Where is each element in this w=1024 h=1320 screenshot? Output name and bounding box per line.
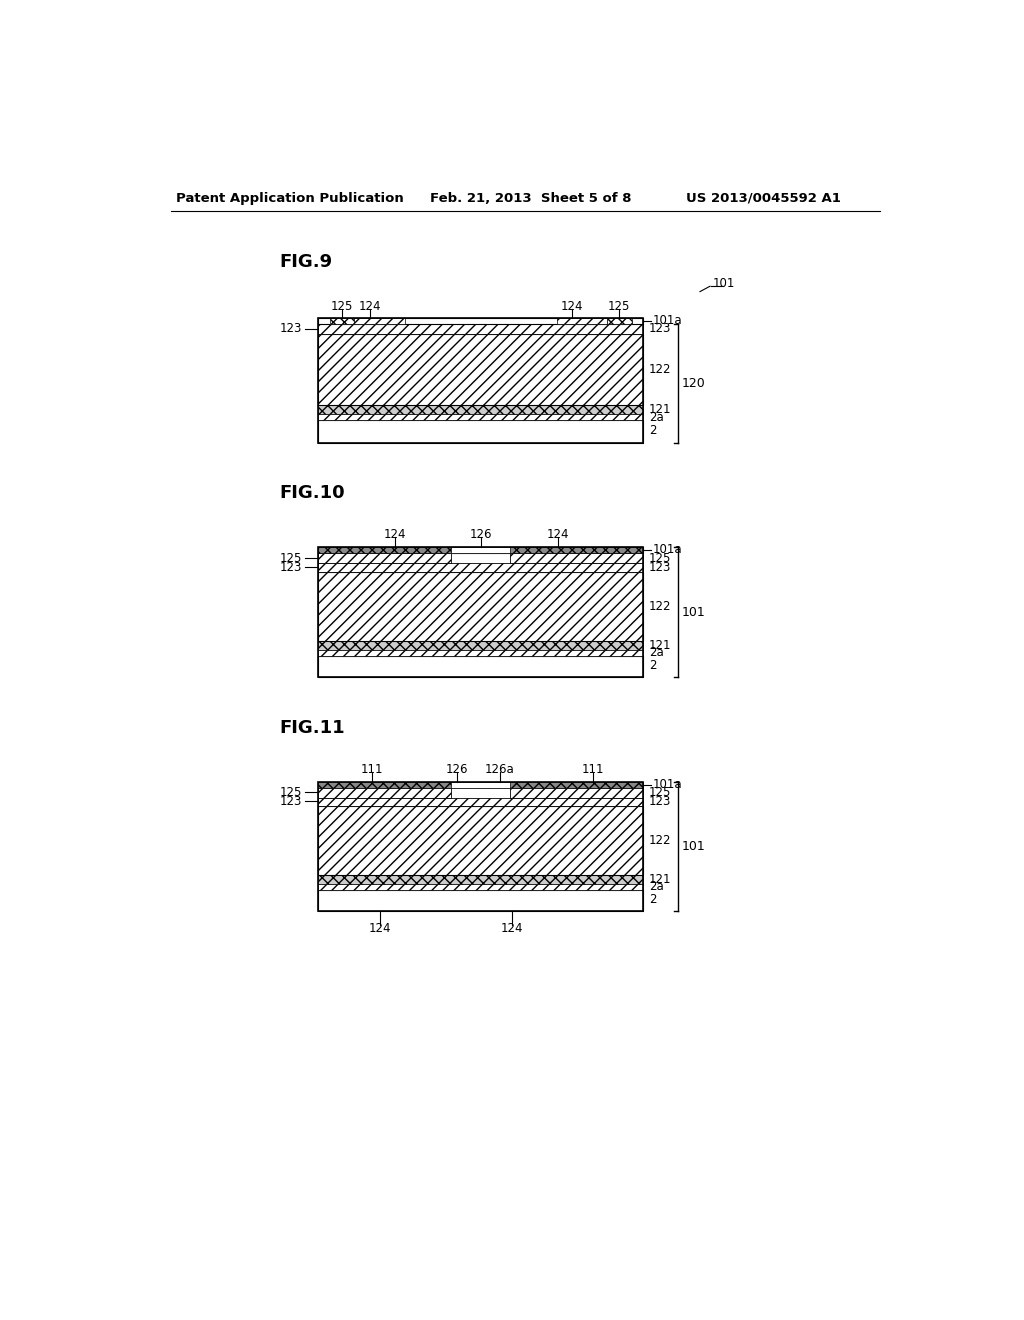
Bar <box>330 318 354 323</box>
Text: 125: 125 <box>280 785 302 799</box>
Bar <box>452 548 510 553</box>
Text: Patent Application Publication: Patent Application Publication <box>176 191 403 205</box>
Bar <box>317 334 643 405</box>
Text: 125: 125 <box>608 300 631 313</box>
Bar <box>452 781 510 788</box>
Text: 101a: 101a <box>652 777 682 791</box>
Text: 121: 121 <box>649 403 672 416</box>
Text: 101: 101 <box>682 606 706 619</box>
Text: 101: 101 <box>713 277 735 289</box>
Text: 2: 2 <box>649 425 656 437</box>
Text: 123: 123 <box>649 322 671 335</box>
Text: FIG.11: FIG.11 <box>280 719 345 737</box>
Text: 2a: 2a <box>649 647 664 659</box>
Bar <box>510 553 643 564</box>
Bar <box>317 414 643 420</box>
Text: 125: 125 <box>280 552 302 565</box>
Bar <box>317 318 643 444</box>
Text: 121: 121 <box>649 639 672 652</box>
Bar <box>317 548 643 553</box>
Text: 2: 2 <box>649 894 656 907</box>
Bar <box>354 318 404 323</box>
Bar <box>317 884 643 890</box>
Text: 123: 123 <box>280 322 302 335</box>
Text: 125: 125 <box>649 552 671 565</box>
Bar <box>317 564 643 572</box>
Text: 123: 123 <box>280 561 302 574</box>
Text: 126: 126 <box>469 528 492 541</box>
Text: 126: 126 <box>446 763 469 776</box>
Bar <box>317 781 643 911</box>
Text: 123: 123 <box>649 795 671 808</box>
Text: FIG.10: FIG.10 <box>280 484 345 503</box>
Text: 125: 125 <box>649 785 671 799</box>
Text: 101a: 101a <box>652 314 682 326</box>
Text: 101: 101 <box>682 841 706 853</box>
Text: 124: 124 <box>547 528 569 541</box>
Text: 124: 124 <box>369 921 391 935</box>
Bar <box>317 553 452 564</box>
Text: 125: 125 <box>331 300 353 313</box>
Text: 123: 123 <box>649 561 671 574</box>
Text: 2a: 2a <box>649 411 664 424</box>
Bar <box>317 890 643 911</box>
Text: 123: 123 <box>280 795 302 808</box>
Bar <box>317 405 643 414</box>
Bar <box>317 781 643 788</box>
Bar <box>317 807 643 875</box>
Text: 124: 124 <box>561 300 584 313</box>
Text: FIG.9: FIG.9 <box>280 253 332 272</box>
Bar <box>317 323 643 334</box>
Bar <box>317 656 643 677</box>
Text: 122: 122 <box>649 363 672 376</box>
Text: US 2013/0045592 A1: US 2013/0045592 A1 <box>686 191 841 205</box>
Text: 2a: 2a <box>649 880 664 894</box>
Bar <box>317 548 643 553</box>
Text: 120: 120 <box>682 378 706 391</box>
Text: 111: 111 <box>360 763 383 776</box>
Bar <box>317 788 452 797</box>
Text: 124: 124 <box>501 921 523 935</box>
Bar <box>317 642 643 649</box>
Bar <box>317 548 643 677</box>
Text: 126a: 126a <box>485 763 515 776</box>
Text: 111: 111 <box>582 763 604 776</box>
Text: 121: 121 <box>649 873 672 886</box>
Bar <box>317 572 643 642</box>
Bar <box>317 318 643 323</box>
Bar <box>317 797 643 807</box>
Bar <box>557 318 607 323</box>
Text: 124: 124 <box>384 528 407 541</box>
Bar <box>317 420 643 444</box>
Bar <box>317 875 643 884</box>
Bar <box>317 649 643 656</box>
Text: 2: 2 <box>649 659 656 672</box>
Bar <box>510 788 643 797</box>
Text: Feb. 21, 2013  Sheet 5 of 8: Feb. 21, 2013 Sheet 5 of 8 <box>430 191 632 205</box>
Text: 101a: 101a <box>652 543 682 556</box>
Text: 122: 122 <box>649 601 672 612</box>
Text: 124: 124 <box>358 300 381 313</box>
Text: 122: 122 <box>649 834 672 847</box>
Bar <box>607 318 632 323</box>
